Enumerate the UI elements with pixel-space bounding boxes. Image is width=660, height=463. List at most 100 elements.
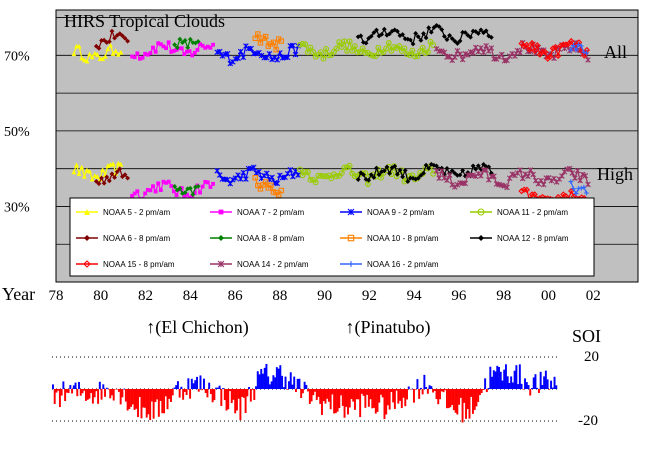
data-point <box>169 184 174 188</box>
data-point <box>361 172 366 177</box>
soi-bar <box>289 372 292 389</box>
data-point <box>268 182 274 189</box>
soi-bar <box>310 389 313 402</box>
legend-entry: NOAA 11 - 2 pm/am <box>470 208 568 217</box>
data-point <box>358 33 364 39</box>
soi-bar <box>189 389 192 399</box>
data-point <box>392 27 398 33</box>
soi-bar <box>123 388 126 390</box>
soi-bar <box>385 389 388 415</box>
data-point <box>118 49 124 55</box>
data-point <box>530 171 536 178</box>
data-point <box>501 183 508 189</box>
data-point <box>378 174 384 181</box>
data-point <box>351 173 358 180</box>
data-point <box>394 28 400 34</box>
data-point <box>130 193 135 198</box>
data-point <box>368 172 374 178</box>
data-point <box>317 49 324 56</box>
data-point <box>106 178 112 184</box>
data-point <box>76 43 82 49</box>
legend-entry: NOAA 16 - 2 pm/am <box>340 260 439 269</box>
data-point <box>185 49 189 54</box>
data-point <box>538 177 544 184</box>
data-point <box>148 188 153 193</box>
data-point <box>193 184 198 190</box>
data-point <box>106 39 112 45</box>
soi-bar <box>345 389 348 407</box>
soi-bar <box>522 389 525 390</box>
data-point <box>295 172 301 178</box>
data-point <box>113 48 119 54</box>
legend-entry: NOAA 14 - 2 pm/am <box>210 260 309 269</box>
soi-bar <box>374 389 377 414</box>
data-point <box>486 33 492 39</box>
data-point <box>363 40 369 46</box>
data-point <box>325 52 332 59</box>
soi-bar <box>350 389 353 400</box>
soi-bar <box>173 387 176 389</box>
data-point <box>349 47 356 54</box>
data-point <box>100 167 106 173</box>
data-point <box>478 235 484 241</box>
soi-bar <box>183 389 186 392</box>
soi-bar <box>168 389 171 399</box>
series <box>568 42 589 196</box>
soi-bar <box>234 389 237 414</box>
data-point <box>333 173 340 180</box>
data-point <box>172 184 178 189</box>
data-point <box>549 45 557 52</box>
data-point <box>100 56 106 62</box>
legend-entry: NOAA 6 - 8 pm/am <box>76 234 170 243</box>
data-point <box>446 172 453 178</box>
soi-bar <box>111 389 113 396</box>
data-point <box>523 186 531 193</box>
data-point <box>174 47 179 52</box>
soi-bar <box>128 389 131 410</box>
data-point <box>336 39 343 46</box>
data-point <box>262 33 269 40</box>
soi-bar <box>159 389 162 401</box>
data-point <box>540 181 547 188</box>
data-point <box>115 160 121 166</box>
legend-label: NOAA 15 - 8 pm/am <box>103 260 175 269</box>
data-point <box>408 37 413 43</box>
soi-bar <box>485 389 488 393</box>
data-point <box>320 55 327 62</box>
data-point <box>477 208 485 216</box>
y-tick-label: 50% <box>4 125 30 140</box>
data-point <box>290 42 296 49</box>
data-point <box>449 168 455 174</box>
data-point <box>87 168 92 174</box>
soi-bar <box>555 385 558 389</box>
data-point <box>216 48 223 55</box>
data-point <box>284 54 291 61</box>
soi-bar <box>277 368 280 389</box>
soi-bar <box>336 389 339 412</box>
data-point <box>430 42 437 48</box>
data-point <box>132 55 137 60</box>
data-point <box>323 173 330 180</box>
x-tick-label: 80 <box>93 288 108 304</box>
soi-bar <box>459 389 462 398</box>
soi-bar <box>489 366 492 389</box>
data-point <box>434 163 439 169</box>
data-point <box>169 49 174 54</box>
legend-label: NOAA 5 - 2 pm/am <box>103 208 170 217</box>
data-point <box>227 180 234 187</box>
data-point <box>101 180 107 186</box>
data-point <box>428 29 434 35</box>
soi-bar <box>72 385 75 389</box>
data-point <box>243 176 249 182</box>
soi-bar <box>326 389 329 399</box>
soi-bar <box>267 376 270 389</box>
data-point <box>552 43 559 51</box>
data-point <box>192 191 197 195</box>
soi-bar <box>121 389 124 398</box>
soi-bar <box>249 389 252 402</box>
data-point <box>255 31 261 37</box>
data-point <box>517 49 523 56</box>
soi-bar <box>348 389 351 408</box>
data-point <box>363 176 369 182</box>
